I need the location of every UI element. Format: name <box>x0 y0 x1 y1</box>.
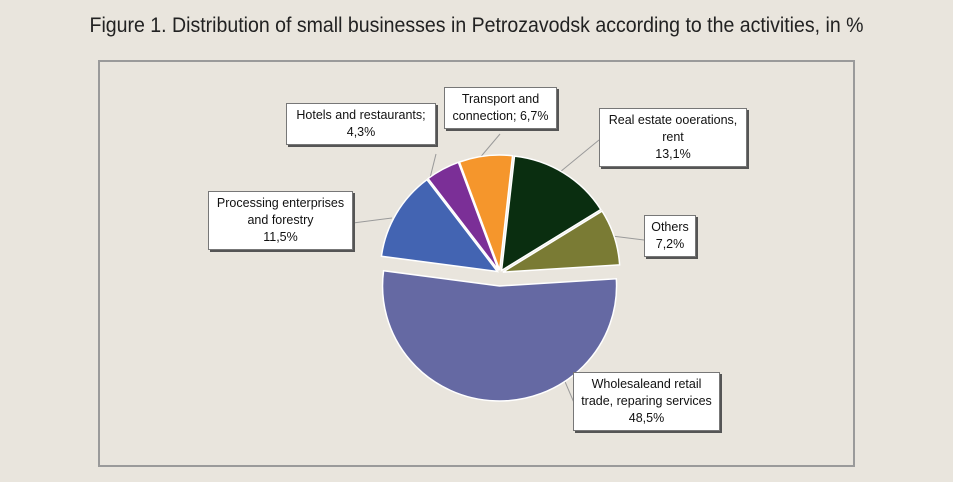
label-real-estate: Real estate ooerations, rent 13,1% <box>599 108 747 167</box>
label-line: Others <box>651 220 689 234</box>
slice-processing-forestry <box>380 178 500 273</box>
label-processing-forestry: Processing enterprises and forestry 11,5… <box>208 191 353 250</box>
label-line: trade, reparing services <box>581 394 712 408</box>
slice-hotels-restaurants <box>427 161 500 271</box>
leader-line <box>611 235 645 241</box>
label-line: Wholesaleand retail <box>591 377 702 391</box>
label-value: 11,5% <box>263 230 298 244</box>
pie-slices <box>380 154 621 402</box>
label-line: rent <box>662 130 684 144</box>
label-transport-connection: Transport and connection; 6,7% <box>444 87 557 129</box>
label-value: 6,7% <box>519 109 549 123</box>
label-line-part: connection; <box>452 109 517 123</box>
label-value: 13,1% <box>655 147 691 161</box>
label-hotels-restaurants: Hotels and restaurants; 4,3% <box>286 103 436 145</box>
leader-line <box>559 139 600 173</box>
label-line: Hotels and restaurants; <box>296 108 426 122</box>
chart-title: Figure 1. Distribution of small business… <box>89 14 864 37</box>
slice-real-estate <box>500 155 602 272</box>
slice-wholesale-retail <box>381 269 618 402</box>
label-line: Real estate ooerations, <box>608 113 738 127</box>
leader-lines <box>352 133 645 406</box>
label-line: Processing enterprises <box>216 196 345 210</box>
chart-frame <box>98 60 855 467</box>
leader-line <box>429 153 437 179</box>
slice-transport-connection <box>458 154 514 271</box>
leader-line <box>352 217 393 224</box>
label-others: Others 7,2% <box>644 215 696 257</box>
label-value: 7,2% <box>655 237 685 251</box>
label-wholesale-retail: Wholesaleand retail trade, reparing serv… <box>573 372 720 431</box>
label-line: connection; 6,7% <box>449 108 552 125</box>
label-value: 48,5% <box>628 411 665 425</box>
label-line: Transport and <box>461 92 540 106</box>
slice-others <box>502 210 621 273</box>
label-line: and forestry <box>247 213 314 227</box>
label-value: 4,3% <box>346 125 376 139</box>
